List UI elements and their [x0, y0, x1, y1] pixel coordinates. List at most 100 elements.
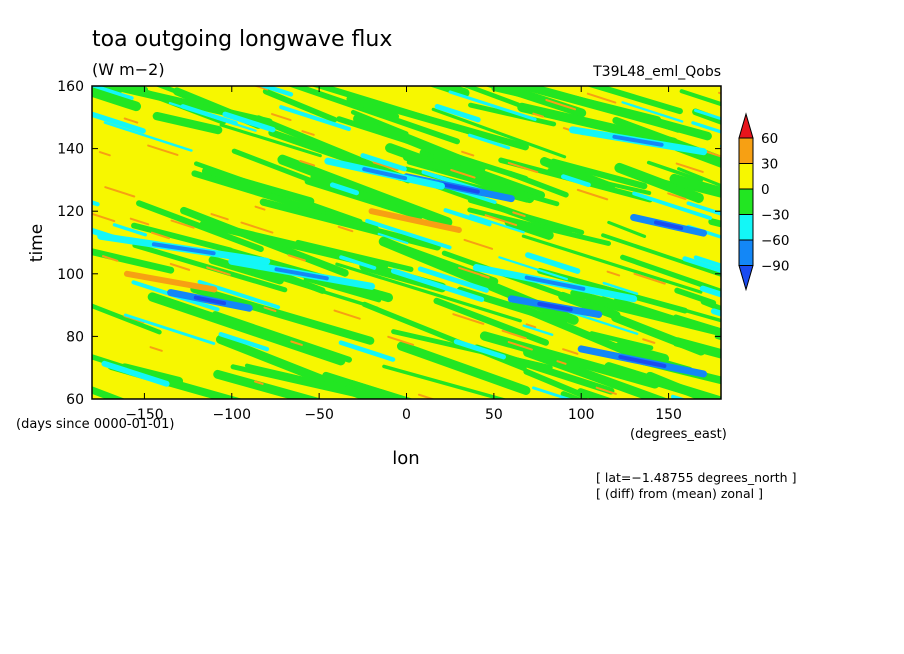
contour-streak	[434, 103, 481, 123]
colorbar-label: −60	[761, 233, 790, 249]
contour-dash	[675, 162, 704, 173]
contour-streak	[277, 154, 453, 228]
contour-streak	[433, 297, 549, 346]
x-tick-label: −50	[304, 407, 334, 423]
contour-streak	[103, 121, 193, 152]
contour-streak	[92, 111, 146, 134]
y-tick-label: 80	[66, 329, 84, 345]
contour-streak	[377, 232, 409, 245]
note-difference: [ (diff) from (mean) zonal ]	[596, 486, 763, 501]
y-tick-label: 140	[57, 142, 84, 158]
contour-dash	[501, 329, 527, 340]
contour-dash	[633, 272, 666, 285]
contour-dash	[586, 92, 617, 104]
x-axis-units: (degrees_east)	[630, 427, 727, 442]
colorbar-label: 30	[761, 157, 778, 173]
colorbar-label: 0	[761, 182, 770, 198]
contour-streak	[589, 331, 654, 351]
colorbar-label: 60	[761, 131, 778, 147]
contour-field	[92, 64, 721, 399]
contour-streak	[230, 364, 376, 399]
colorbar-arrow-bottom	[738, 265, 754, 292]
contour-dash	[372, 161, 399, 172]
contour-streak	[212, 311, 352, 363]
y-tick-label: 60	[66, 392, 84, 408]
contour-streak	[682, 256, 721, 274]
contour-streak	[611, 313, 706, 356]
contour-streak	[287, 86, 460, 145]
contour-streak	[194, 161, 363, 224]
contour-dash	[263, 306, 277, 313]
contour-streak	[521, 234, 703, 294]
contour-streak	[136, 200, 264, 253]
contour-streak	[92, 86, 134, 100]
feature-core	[362, 167, 408, 181]
x-tick-label: 150	[655, 407, 682, 423]
chart-title: toa outgoing longwave flux	[92, 27, 392, 52]
contour-streak	[363, 391, 394, 399]
contour-streak	[92, 86, 142, 112]
contour-streak	[522, 324, 554, 336]
contour-streak	[396, 341, 531, 395]
contour-streak	[152, 111, 223, 135]
y-tick-label: 120	[57, 204, 84, 220]
contour-dash	[333, 309, 361, 320]
contour-streak	[262, 88, 338, 123]
colorbar-segment	[738, 214, 754, 241]
contour-streak	[677, 167, 721, 188]
feature-core	[618, 354, 667, 368]
contour-streak	[524, 86, 712, 141]
contour-streak	[279, 105, 352, 132]
colorbar-segment	[738, 188, 754, 215]
contour-dash	[484, 214, 518, 227]
contour-dash	[240, 221, 274, 234]
x-tick-label: 50	[485, 407, 503, 423]
contour-streak	[560, 391, 585, 399]
contour-dash	[150, 231, 170, 240]
contour-streak	[550, 158, 648, 190]
contour-streak	[353, 113, 486, 174]
x-tick-label: −150	[125, 407, 163, 423]
contour-dash	[480, 274, 490, 279]
contour-dash	[545, 98, 577, 111]
plot-area	[91, 64, 722, 400]
contour-streak	[700, 299, 721, 312]
contour-dash	[450, 169, 476, 179]
contour-streak	[257, 86, 294, 97]
contour-dash	[206, 266, 231, 276]
contour-streak	[467, 197, 585, 235]
contour-streak	[147, 292, 346, 366]
contour-streak	[632, 191, 713, 220]
contour-streak	[467, 133, 511, 150]
contour-dash	[512, 211, 526, 218]
y-axis-units: (days since 0000-01-01)	[16, 417, 174, 432]
contour-dash	[169, 262, 191, 271]
contour-dash	[104, 186, 136, 198]
contour-streak	[303, 277, 382, 303]
contour-streak	[693, 255, 721, 268]
contour-streak	[131, 222, 234, 254]
run-label: T39L48_eml_Qobs	[592, 64, 721, 80]
y-tick-label: 100	[57, 267, 84, 283]
feature-core	[151, 242, 216, 256]
contour-streak	[419, 148, 546, 200]
y-tick-label: 160	[57, 79, 84, 95]
note-latitude: [ lat=−1.48755 degrees_north ]	[596, 470, 796, 485]
contour-streak	[191, 170, 379, 232]
contour-streak	[607, 220, 647, 238]
contour-streak	[602, 281, 639, 295]
contour-dash	[147, 144, 179, 156]
contour-dash	[507, 161, 539, 174]
x-axis-label: lon	[392, 448, 419, 469]
contour-dash	[417, 393, 436, 399]
contour-dash	[642, 338, 656, 344]
contour-streak	[468, 102, 557, 127]
contour-streak	[204, 64, 238, 75]
contour-streak	[558, 291, 621, 320]
x-axis-ticks: −150 −100 −50 0 50 100 150	[125, 86, 682, 423]
contour-dash	[532, 112, 545, 118]
contour-streak	[335, 262, 522, 323]
contour-dash	[337, 225, 354, 233]
contour-dash	[254, 380, 264, 385]
